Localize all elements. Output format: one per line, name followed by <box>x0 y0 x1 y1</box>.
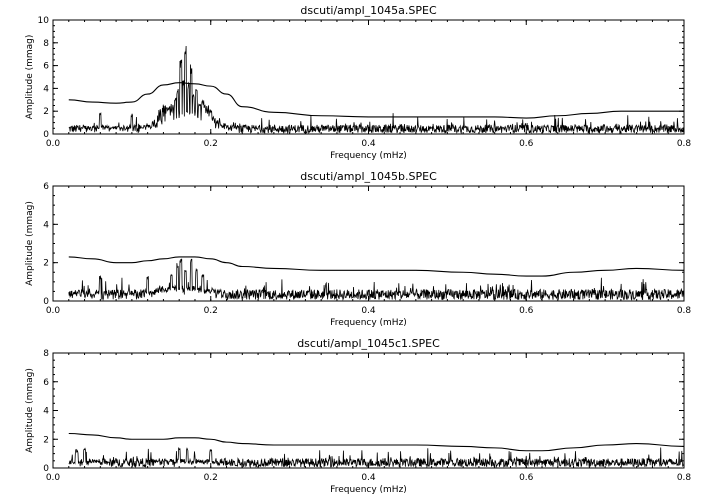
significance-threshold-line <box>68 432 685 452</box>
y-tick-label: 6 <box>43 182 49 192</box>
plot-frame <box>52 185 685 302</box>
x-axis-label: Frequency (mHz) <box>330 151 407 161</box>
y-axis-label: Amplitude (mmag) <box>25 368 35 453</box>
y-tick-label: 4 <box>43 407 49 417</box>
y-tick-label: 0 <box>43 464 49 474</box>
y-tick-label: 6 <box>43 378 49 388</box>
chart-title: dscuti/ampl_1045c1.SPEC <box>297 337 440 350</box>
x-axis-label: Frequency (mHz) <box>330 485 407 495</box>
y-tick-label: 8 <box>43 39 49 49</box>
chart-title: dscuti/ampl_1045b.SPEC <box>300 170 437 183</box>
x-tick-label: 0.0 <box>46 139 61 149</box>
y-tick-label: 4 <box>43 220 49 230</box>
x-tick-label: 0.0 <box>46 306 61 316</box>
x-tick-label: 0.4 <box>361 306 376 316</box>
x-tick-label: 0.4 <box>361 139 376 149</box>
x-tick-label: 0.8 <box>677 139 692 149</box>
plot-frame <box>52 352 685 469</box>
x-tick-label: 0.2 <box>204 139 218 149</box>
y-tick-label: 0 <box>43 297 49 307</box>
x-tick-label: 0.8 <box>677 306 692 316</box>
x-tick-label: 0.2 <box>204 306 218 316</box>
significance-threshold-line <box>68 82 684 119</box>
amplitude-spectrum-line <box>68 258 685 301</box>
x-tick-label: 0.2 <box>204 473 218 483</box>
amplitude-spectrum-line <box>68 46 685 135</box>
chart-panel-3: dscuti/ampl_1045c1.SPEC 0.0 0.2 0.4 0.6 0.8 0 2… <box>25 337 691 495</box>
x-tick-label: 0.6 <box>519 306 534 316</box>
y-tick-label: 2 <box>43 259 49 269</box>
x-tick-label: 0.0 <box>46 473 61 483</box>
y-tick-label: 6 <box>43 62 49 72</box>
y-tick-label: 2 <box>43 435 49 445</box>
y-axis-label: Amplitude (mmag) <box>25 35 35 120</box>
significance-threshold-line <box>68 256 685 277</box>
chart-title: dscuti/ampl_1045a.SPEC <box>300 4 437 17</box>
x-tick-label: 0.8 <box>677 473 692 483</box>
x-tick-label: 0.4 <box>361 473 376 483</box>
x-tick-label: 0.6 <box>519 139 534 149</box>
amplitude-spectrum-line <box>68 447 685 469</box>
y-axis-label: Amplitude (mmag) <box>25 201 35 286</box>
chart-panel-1: dscuti/ampl_1045a.SPEC 0.0 0.2 0.4 0.6 0.8 0 2 4… <box>25 4 691 161</box>
y-tick-label: 2 <box>43 107 49 117</box>
y-tick-label: 0 <box>43 130 49 140</box>
x-axis-label: Frequency (mHz) <box>330 318 407 328</box>
x-tick-label: 0.6 <box>519 473 534 483</box>
chart-panel-2: dscuti/ampl_1045b.SPEC 0.0 0.2 0.4 0.6 0.8 0 2 4… <box>25 170 691 328</box>
y-tick-label: 4 <box>43 84 49 94</box>
y-tick-label: 10 <box>38 16 50 26</box>
y-tick-label: 8 <box>43 349 49 359</box>
